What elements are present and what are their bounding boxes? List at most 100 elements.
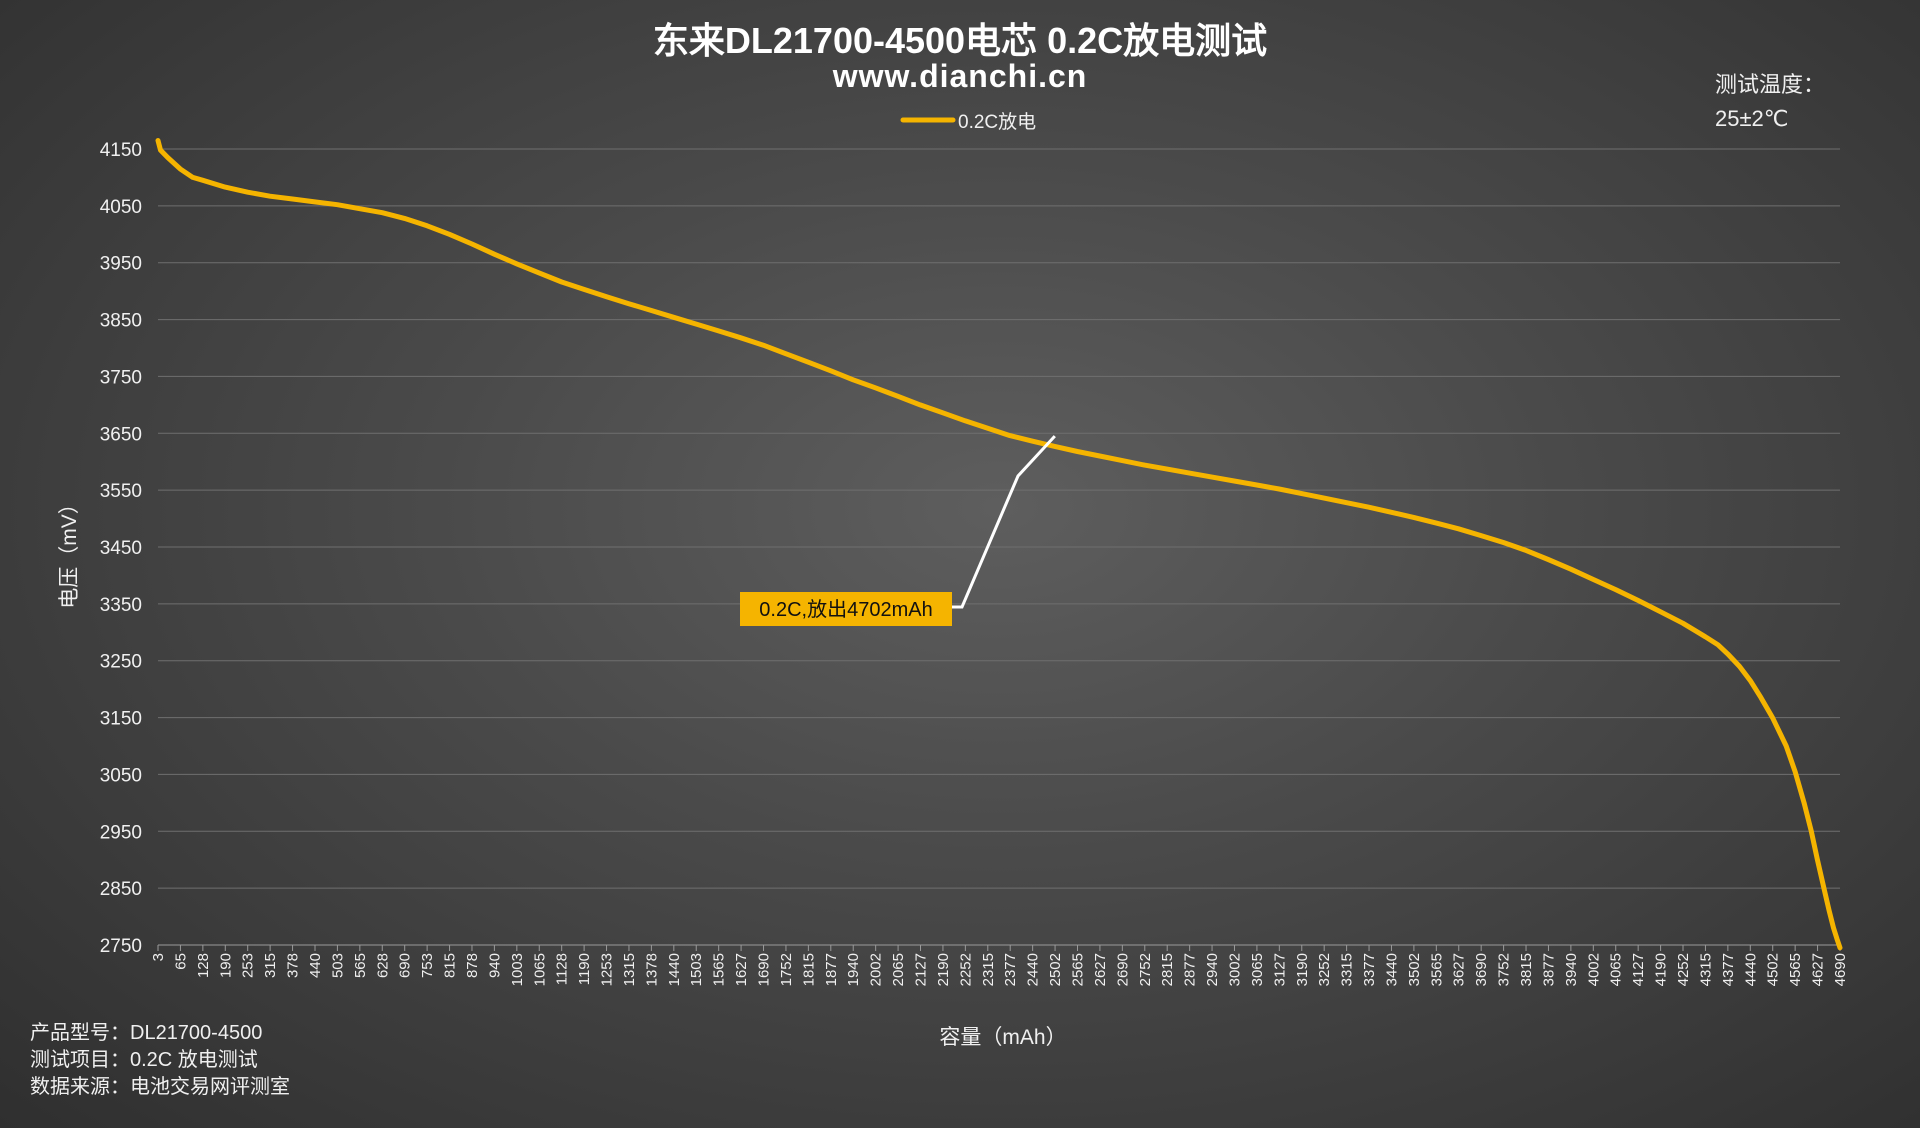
x-tick-label: 628 [374, 953, 391, 978]
legend: 0.2C放电 [900, 111, 1036, 133]
y-tick-label: 3850 [100, 311, 142, 332]
x-tick-label: 2065 [890, 953, 907, 986]
grid [158, 148, 1840, 946]
x-tick-label: 1940 [845, 953, 862, 986]
x-tick-label: 2002 [868, 953, 885, 986]
x-tick-label: 4252 [1675, 953, 1692, 986]
y-tick-label: 3250 [100, 652, 142, 673]
x-tick-label: 878 [464, 953, 481, 978]
x-tick-label: 3002 [1226, 953, 1243, 986]
y-tick-label: 4150 [100, 140, 142, 161]
y-tick-label: 3150 [100, 709, 142, 730]
x-tick-label: 3815 [1518, 953, 1535, 986]
series-layer [155, 138, 1843, 951]
y-tick-label: 3650 [100, 424, 142, 445]
y-tick-label: 4050 [100, 197, 142, 218]
x-tick-label: 2315 [980, 953, 997, 986]
x-tick-label: 2252 [957, 953, 974, 986]
annotation-box [740, 592, 952, 626]
x-tick-label: 1503 [688, 953, 705, 986]
y-tick-label: 3950 [100, 254, 142, 275]
x-tick-label: 4377 [1720, 953, 1737, 986]
x-tick-label: 3565 [1428, 953, 1445, 986]
info-source: 数据来源：电池交易网评测室 [30, 1076, 290, 1098]
info-block: 产品型号：DL21700-4500 测试项目：0.2C 放电测试 数据来源：电池… [30, 1020, 290, 1101]
y-tick-label: 2950 [100, 822, 142, 843]
x-tick-label: 4065 [1608, 953, 1625, 986]
x-tick-label: 2502 [1047, 953, 1064, 986]
x-tick-label: 4127 [1630, 953, 1647, 986]
x-tick-label: 503 [329, 953, 346, 978]
x-tick-label: 1690 [756, 953, 773, 986]
x-tick-label: 1190 [576, 953, 593, 985]
x-tick-label: 3315 [1339, 953, 1356, 986]
x-tick-label: 815 [442, 953, 459, 978]
y-axis-label: 电压（mV） [58, 493, 81, 609]
x-tick-label: 753 [419, 953, 436, 978]
x-tick-label: 3127 [1271, 953, 1288, 986]
x-tick-label: 3065 [1249, 953, 1266, 986]
x-tick-label: 3 [150, 953, 167, 961]
x-tick-label: 1003 [509, 953, 526, 986]
x-tick-label: 565 [352, 953, 369, 978]
x-tick-label: 1752 [778, 953, 795, 986]
x-tick-label: 2377 [1002, 953, 1019, 986]
x-tick-label: 2127 [913, 953, 930, 986]
x-tick-label: 1315 [621, 953, 638, 986]
x-tick-label: 4565 [1787, 953, 1804, 986]
x-tick-label: 3502 [1406, 953, 1423, 986]
x-tick-label: 2752 [1137, 953, 1154, 986]
x-axis-label: 容量（mAh） [939, 1026, 1066, 1049]
x-tick-label: 1877 [823, 953, 840, 986]
x-tick-label: 2565 [1069, 953, 1086, 986]
x-tick-label: 2440 [1025, 953, 1042, 986]
x-tick-label: 190 [217, 953, 234, 978]
x-tick-label: 128 [195, 953, 212, 978]
y-tick-label: 3050 [100, 765, 142, 786]
info-test-item: 测试项目：0.2C 放电测试 [30, 1049, 258, 1071]
x-tick-label: 4690 [1832, 953, 1849, 986]
x-tick-label: 3940 [1563, 953, 1580, 986]
test-temperature-value: 25±2℃ [1715, 106, 1789, 131]
x-tick-label: 1627 [733, 953, 750, 986]
x-tick-label: 3190 [1294, 953, 1311, 986]
x-tick-label: 2877 [1182, 953, 1199, 986]
x-tick-label: 4190 [1653, 953, 1670, 986]
y-tick-label: 3550 [100, 481, 142, 502]
y-tick-label: 2850 [100, 879, 142, 900]
x-tick-label: 2627 [1092, 953, 1109, 986]
x-tick-label: 1065 [531, 953, 548, 986]
x-tick-label: 3690 [1473, 953, 1490, 986]
x-tick-label: 940 [486, 953, 503, 978]
x-tick-label: 4502 [1765, 953, 1782, 986]
x-tick-label: 3752 [1496, 953, 1513, 986]
x-tick-label: 65 [172, 953, 189, 970]
x-tick-label: 2815 [1159, 953, 1176, 986]
y-tick-label: 3450 [100, 538, 142, 559]
y-tick-label: 3350 [100, 595, 142, 616]
x-tick-label: 4627 [1810, 953, 1827, 986]
x-tick-label: 1565 [711, 953, 728, 986]
x-tick-label: 3627 [1451, 953, 1468, 986]
test-temperature-label: 测试温度： [1715, 72, 1826, 97]
y-axis: 4150 4050 3950 3850 3750 3650 3550 3450 3350 3250… [100, 140, 142, 957]
x-axis: 3 65 128 190 253 315 378 440 503 565 628 690 753 815 8… [150, 944, 1849, 986]
x-tick-label: 1815 [800, 953, 817, 986]
annotation: 0.2C,放出4702mAh [740, 435, 1056, 626]
x-tick-label: 3377 [1361, 953, 1378, 986]
x-tick-label: 1440 [666, 953, 683, 986]
x-tick-label: 3440 [1383, 953, 1400, 986]
x-tick-label: 2940 [1204, 953, 1221, 986]
series-line [155, 138, 1843, 951]
info-product: 产品型号：DL21700-4500 [30, 1022, 263, 1044]
x-tick-label: 1253 [599, 953, 616, 986]
x-tick-label: 3252 [1316, 953, 1333, 986]
x-tick-label: 2690 [1114, 953, 1131, 986]
y-tick-label: 3750 [100, 367, 142, 388]
y-tick-label: 2750 [100, 936, 142, 957]
x-tick-label: 378 [285, 953, 302, 978]
x-tick-label: 1378 [643, 953, 660, 986]
x-tick-label: 440 [307, 953, 324, 978]
x-tick-label: 315 [262, 953, 279, 978]
x-tick-label: 2190 [935, 953, 952, 986]
